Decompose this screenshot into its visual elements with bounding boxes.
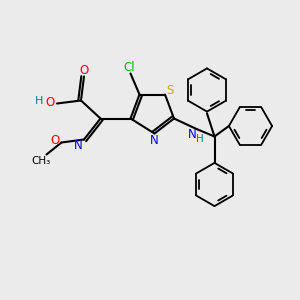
Text: N: N [150, 134, 159, 147]
Text: O: O [45, 95, 54, 109]
Text: N: N [188, 128, 196, 142]
Text: N: N [74, 139, 82, 152]
Text: H: H [196, 134, 204, 145]
Text: CH₃: CH₃ [31, 155, 50, 166]
Text: S: S [166, 84, 173, 97]
Text: O: O [80, 64, 88, 77]
Text: O: O [51, 134, 60, 148]
Text: H: H [35, 95, 43, 106]
Text: Cl: Cl [123, 61, 135, 74]
